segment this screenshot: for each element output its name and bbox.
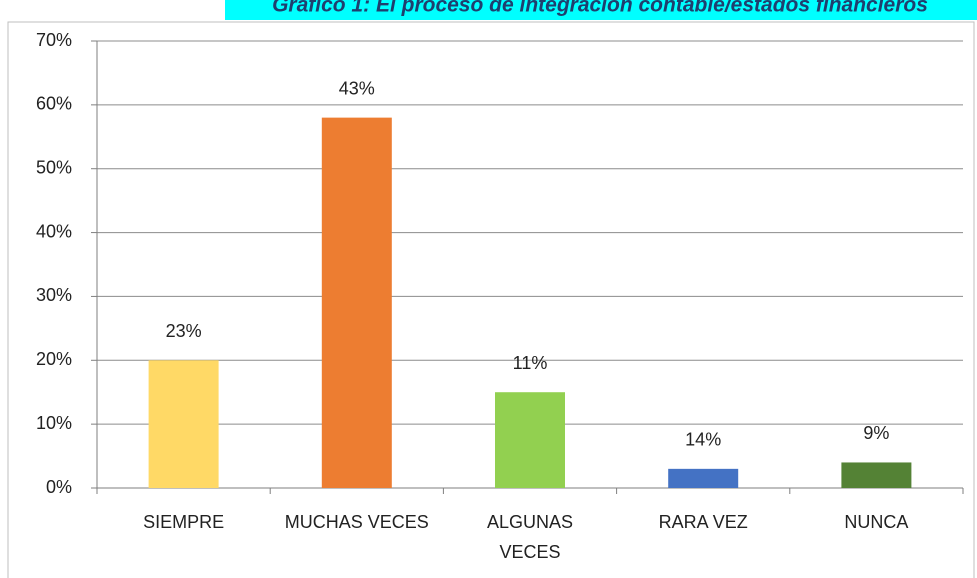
y-tick-label: 40% bbox=[36, 221, 72, 241]
y-tick-label: 0% bbox=[46, 477, 72, 497]
x-tick-label: ALGUNAS VECES bbox=[487, 512, 573, 562]
annotation: 9% bbox=[863, 423, 889, 443]
bar bbox=[321, 117, 392, 488]
annotation: 14% bbox=[685, 430, 721, 450]
y-tick-label: 20% bbox=[36, 349, 72, 369]
title-highlight bbox=[225, 0, 977, 20]
bar bbox=[668, 468, 739, 488]
x-tick-label: SIEMPRE bbox=[143, 512, 224, 532]
x-tick-label: NUNCA bbox=[844, 512, 908, 532]
annotation: 11% bbox=[513, 353, 548, 373]
y-tick-label: 30% bbox=[36, 285, 72, 305]
bar bbox=[841, 462, 912, 488]
bar bbox=[148, 360, 219, 488]
chart-title: Gráfico 1: El proceso de integración con… bbox=[272, 0, 928, 17]
chart-frame bbox=[7, 21, 975, 578]
annotation: 23% bbox=[166, 321, 202, 341]
y-tick-label: 10% bbox=[36, 413, 72, 433]
annotation: 43% bbox=[339, 78, 375, 98]
y-tick-label: 60% bbox=[36, 94, 72, 114]
y-tick-label: 50% bbox=[36, 157, 72, 177]
x-tick-label: RARA VEZ bbox=[659, 512, 748, 532]
x-tick-label: MUCHAS VECES bbox=[285, 512, 429, 532]
y-tick-label: 70% bbox=[36, 30, 72, 50]
bar bbox=[495, 392, 565, 488]
